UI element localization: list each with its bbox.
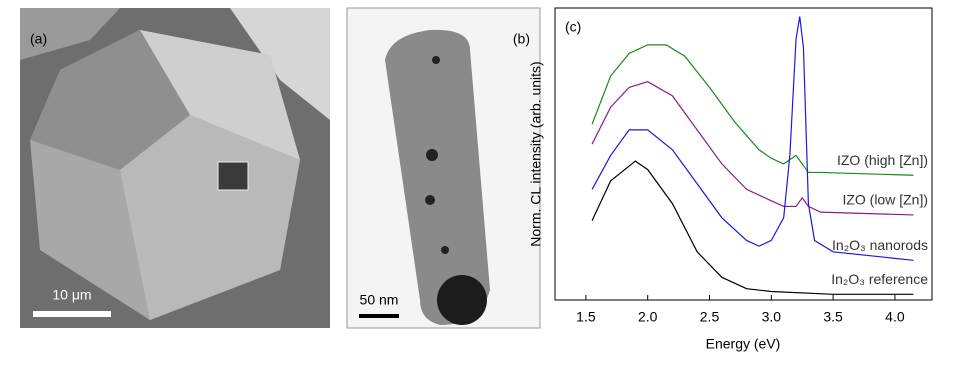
series-label: In₂O₃ nanorods <box>832 237 928 253</box>
scale-bar-label: 10 μm <box>52 287 91 303</box>
x-tick-label: 4.0 <box>885 309 905 325</box>
crystal-facet <box>230 8 330 120</box>
panel-a: (a) 10 μm <box>20 8 330 328</box>
series-label: In₂O₃ reference <box>831 271 928 287</box>
panel-c: (c) Energy (eV) Norm. CL intensity (arb.… <box>528 7 933 352</box>
crystal-facet <box>20 8 120 60</box>
series-line <box>591 81 914 216</box>
particle <box>425 195 435 205</box>
panel-label: (c) <box>565 19 581 35</box>
panel-label: (b) <box>513 31 530 47</box>
series-line <box>591 44 914 176</box>
x-tick-label: 3.0 <box>762 309 782 325</box>
x-axis-label: Energy (eV) <box>706 336 781 352</box>
scale-bar-label: 50 nm <box>360 292 399 308</box>
x-tick-label: 3.5 <box>823 309 843 325</box>
scale-bar <box>359 314 399 318</box>
series-line <box>591 16 914 261</box>
panel-label: (a) <box>30 31 47 47</box>
crystal-facet <box>120 115 300 320</box>
series-label: IZO (low [Zn]) <box>842 192 928 208</box>
particle <box>441 246 449 254</box>
x-tick-label: 2.0 <box>638 309 658 325</box>
particle <box>432 56 440 64</box>
crystal-facet <box>140 30 300 160</box>
particle <box>437 275 487 325</box>
series-label: IZO (high [Zn]) <box>837 152 928 168</box>
series-line <box>591 160 914 295</box>
scale-bar <box>33 311 111 317</box>
panel-b: (b) 50 nm <box>346 7 541 329</box>
particle <box>426 149 438 161</box>
nanorod <box>385 29 490 325</box>
pit <box>217 161 249 191</box>
plot-frame <box>554 7 933 301</box>
crystal-facet <box>30 30 190 170</box>
x-tick-label: 2.5 <box>700 309 720 325</box>
x-tick-label: 1.5 <box>576 309 596 325</box>
y-axis-label: Norm. CL intensity (arb. units) <box>528 61 544 246</box>
